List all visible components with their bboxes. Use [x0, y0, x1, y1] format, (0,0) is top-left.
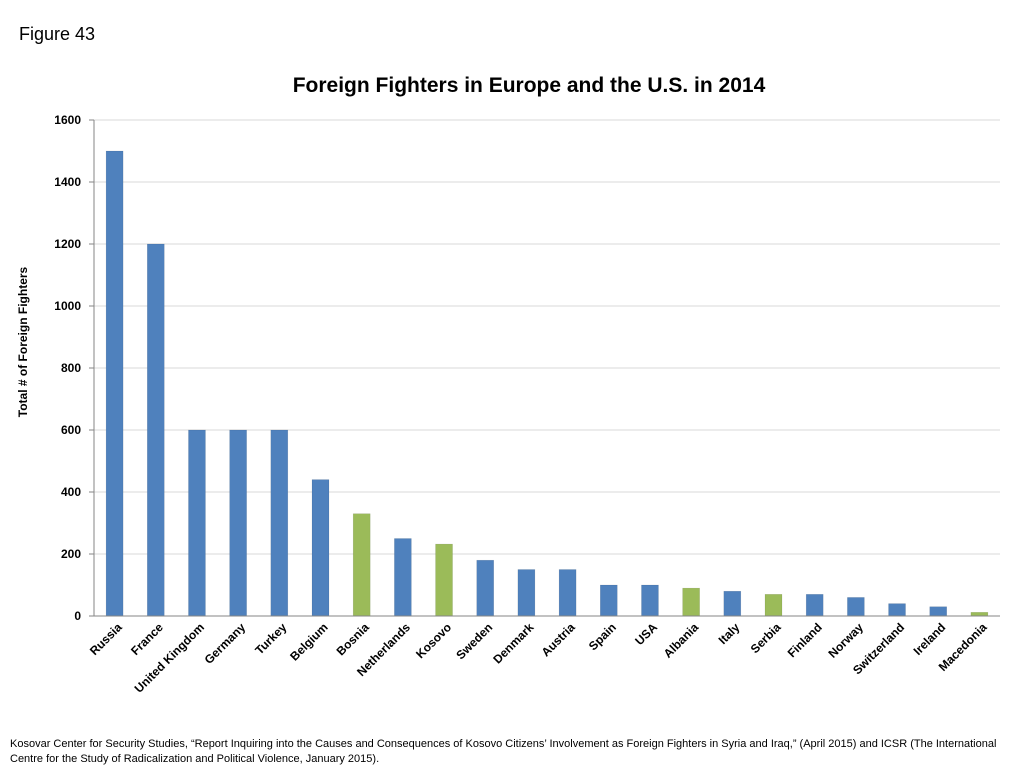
- y-tick-label: 400: [61, 485, 81, 499]
- x-tick-label: Serbia: [748, 620, 784, 656]
- figure-label: Figure 43: [19, 24, 96, 44]
- y-tick-label: 1000: [54, 299, 81, 313]
- bars: [105, 150, 989, 617]
- y-tick-label: 1200: [54, 237, 81, 251]
- bar-denmark: [517, 569, 536, 617]
- bar-france: [147, 243, 165, 617]
- y-tick-label: 600: [61, 423, 81, 437]
- bar-chart: 0 200 400 600 800 1000 1200 1400 1600 Russia Fran…: [16, 113, 1000, 696]
- x-tick-label: Italy: [716, 620, 743, 647]
- x-tick-label: Ireland: [911, 620, 949, 658]
- x-tick-label: Sweden: [453, 620, 495, 662]
- bar-macedonia: [970, 612, 989, 617]
- x-tick-label: Turkey: [252, 620, 289, 657]
- y-tick-label: 0: [74, 609, 81, 623]
- x-tick-label: Norway: [825, 620, 866, 661]
- x-tick-label: Austria: [539, 620, 578, 659]
- bar-italy: [723, 590, 742, 617]
- y-tick-labels: 0 200 400 600 800 1000 1200 1400 1600: [54, 113, 81, 623]
- x-tick-label: Denmark: [490, 620, 536, 666]
- bar-kosovo: [435, 543, 453, 617]
- bar-united-kingdom: [188, 429, 206, 617]
- source-note: Kosovar Center for Security Studies, “Re…: [10, 738, 997, 765]
- x-tick-label: Kosovo: [413, 620, 454, 661]
- x-tick-label: Russia: [87, 620, 125, 658]
- x-tick-label: Albania: [661, 620, 702, 661]
- x-tick-label: France: [128, 620, 166, 658]
- bar-norway: [847, 597, 865, 617]
- y-tick-label: 200: [61, 547, 81, 561]
- bar-usa: [641, 584, 659, 617]
- x-tick-label: United Kingdom: [132, 620, 207, 695]
- bar-russia: [105, 150, 124, 617]
- bar-ireland: [929, 606, 947, 617]
- bar-albania: [682, 587, 700, 617]
- x-tick-label: Spain: [586, 620, 619, 653]
- x-tick-label: Germany: [202, 620, 249, 667]
- bar-sweden: [476, 559, 494, 617]
- y-tick-label: 1400: [54, 175, 81, 189]
- chart-title: Foreign Fighters in Europe and the U.S. …: [292, 74, 766, 97]
- bar-bosnia: [352, 513, 371, 617]
- bar-switzerland: [888, 603, 906, 617]
- bar-germany: [229, 429, 247, 617]
- bar-belgium: [311, 479, 330, 617]
- x-tick-label: Belgium: [287, 620, 330, 663]
- bar-turkey: [270, 429, 289, 617]
- bar-netherlands: [394, 538, 412, 617]
- y-tick-label: 1600: [54, 113, 81, 127]
- x-tick-label: USA: [632, 620, 660, 648]
- y-axis-label: Total # of Foreign Fighters: [16, 266, 30, 417]
- axes: [89, 119, 1000, 617]
- y-tick-label: 800: [61, 361, 81, 375]
- bar-serbia: [764, 594, 783, 617]
- bar-spain: [600, 584, 618, 617]
- x-tick-label: Finland: [785, 620, 825, 660]
- bar-austria: [558, 569, 577, 617]
- x-tick-label: Bosnia: [334, 620, 372, 658]
- bar-finland: [805, 594, 824, 617]
